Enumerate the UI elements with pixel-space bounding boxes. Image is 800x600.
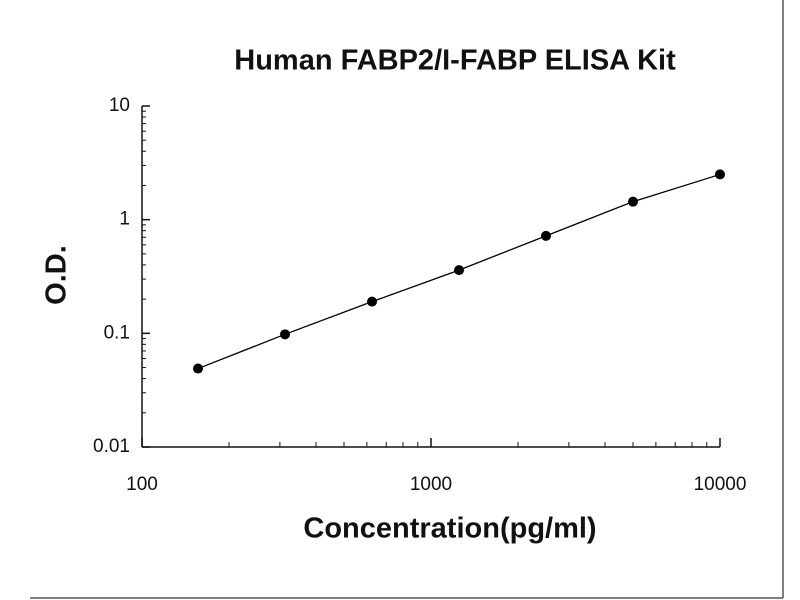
data-point <box>454 265 465 276</box>
data-point <box>715 169 725 180</box>
y-tick-label: 0.01 <box>93 436 130 457</box>
data-point <box>193 363 204 374</box>
y-tick-label: 10 <box>109 95 130 116</box>
chart-title: Human FABP2/I-FABP ELISA Kit <box>234 45 676 77</box>
y-axis-label: O.D. <box>41 245 73 305</box>
data-point <box>367 296 378 307</box>
x-tick-label: 100 <box>126 474 158 495</box>
x-tick-label: 10000 <box>694 474 747 495</box>
data-point <box>541 230 552 241</box>
data-point <box>280 329 291 340</box>
y-tick-label: 0.1 <box>104 322 130 343</box>
data-point <box>628 196 639 207</box>
x-axis-label: Concentration(pg/ml) <box>303 513 596 545</box>
y-tick-label: 1 <box>119 209 130 230</box>
x-tick-label: 1000 <box>410 474 452 495</box>
